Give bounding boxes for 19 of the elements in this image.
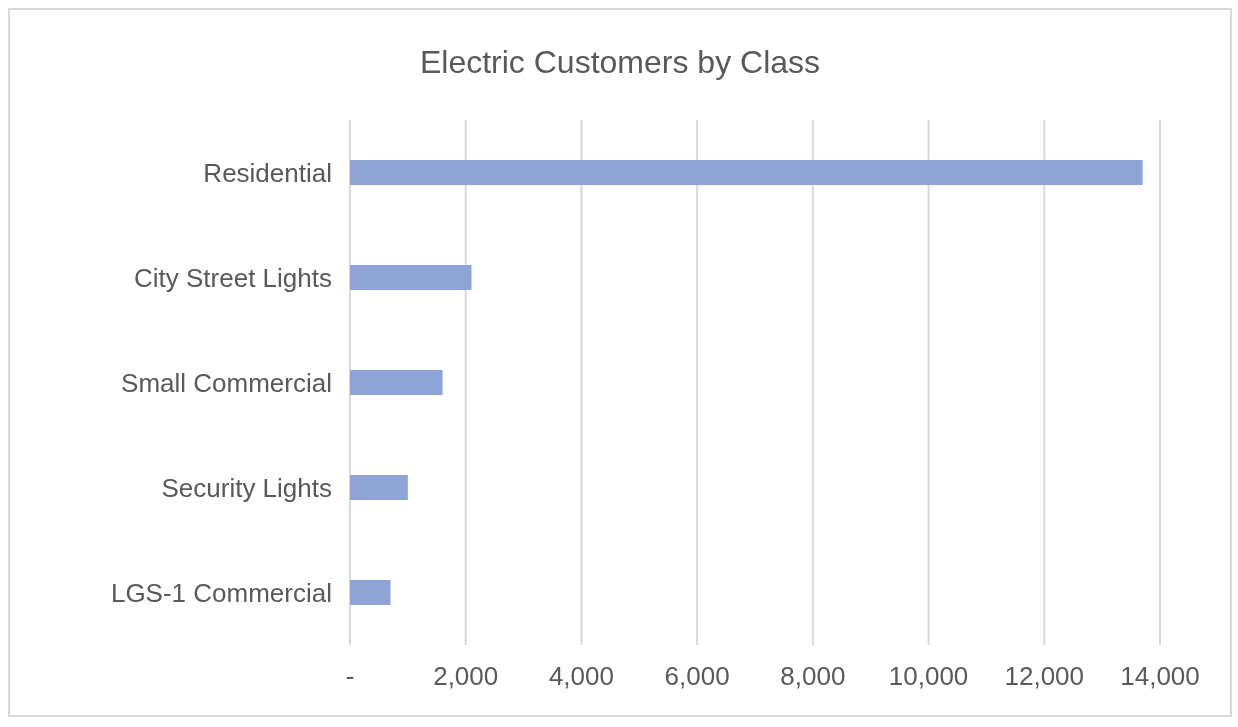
y-tick-label: Residential	[203, 157, 332, 188]
bar	[350, 159, 1143, 186]
x-tick-label: 2,000	[433, 661, 499, 692]
y-tick-label: City Street Lights	[134, 262, 332, 293]
x-tick-label: 10,000	[888, 661, 969, 692]
x-tick-label: -	[345, 661, 355, 692]
x-tick-label: 8,000	[780, 661, 846, 692]
x-tick-label: 4,000	[548, 661, 614, 692]
bar	[350, 369, 443, 396]
bar	[350, 474, 408, 501]
bar	[350, 579, 391, 606]
y-tick-label: LGS-1 Commercial	[110, 577, 332, 608]
y-tick-label: Security Lights	[161, 472, 332, 503]
y-tick-label: Small Commercial	[121, 367, 332, 398]
x-tick-label: 12,000	[1004, 661, 1085, 692]
bar	[350, 264, 472, 291]
chart-title: Electric Customers by Class	[418, 44, 822, 81]
x-tick-label: 6,000	[664, 661, 730, 692]
x-tick-label: 14,000	[1120, 661, 1200, 692]
